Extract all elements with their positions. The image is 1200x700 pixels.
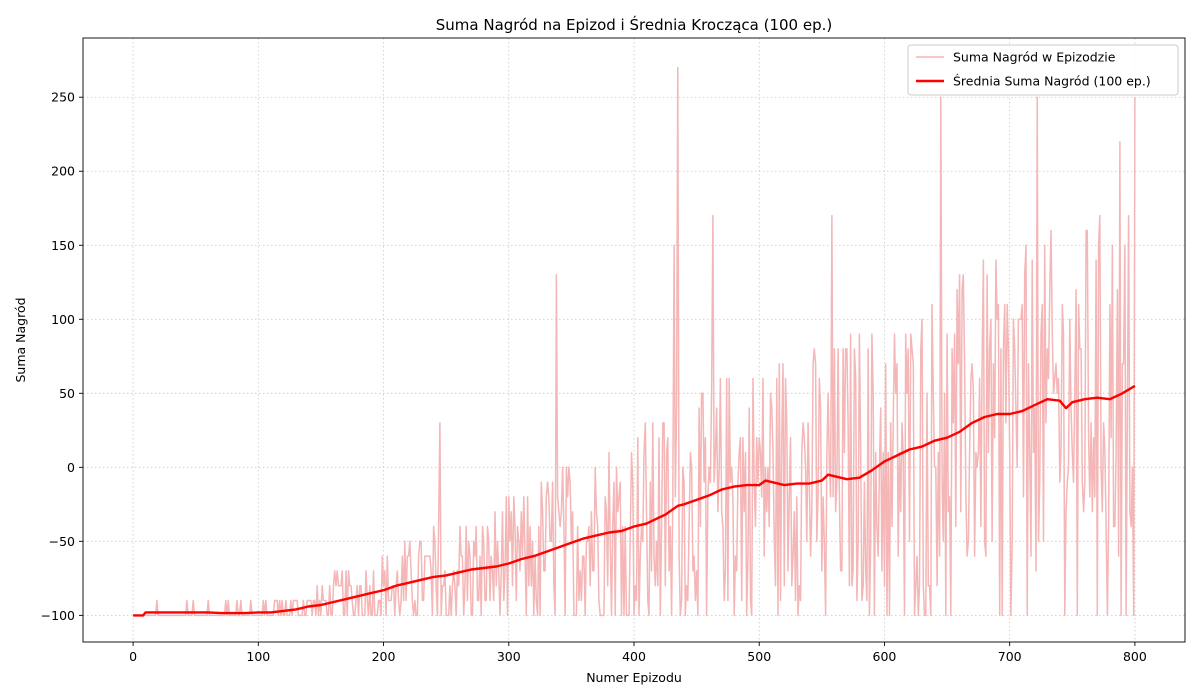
x-tick-label: 800 [1123, 649, 1147, 664]
x-tick-label: 300 [497, 649, 521, 664]
series-line-raw [134, 66, 1136, 617]
y-tick-label: 100 [51, 312, 75, 327]
series-line-mean [133, 384, 1136, 617]
legend-label-mean: Średnia Suma Nagród (100 ep.) [953, 74, 1151, 89]
y-tick-label: 150 [51, 238, 75, 253]
x-axis-title: Numer Epizodu [586, 670, 682, 685]
legend-label-raw: Suma Nagród w Epizodzie [953, 50, 1116, 65]
y-tick-label: 0 [67, 460, 75, 475]
x-tick-label: 700 [998, 649, 1022, 664]
y-tick-label: −50 [49, 534, 75, 549]
chart-title: Suma Nagród na Epizod i Średnia Krocząca… [436, 15, 832, 34]
x-tick-label: 0 [129, 649, 137, 664]
x-tick-label: 100 [246, 649, 270, 664]
x-tick-label: 600 [873, 649, 897, 664]
x-tick-label: 400 [622, 649, 646, 664]
series-mean [133, 384, 1136, 617]
y-tick-label: 250 [51, 90, 75, 105]
y-tick-label: −100 [41, 608, 75, 623]
x-tick-label: 500 [747, 649, 771, 664]
y-tick-label: 200 [51, 164, 75, 179]
x-tick-label: 200 [372, 649, 396, 664]
x-axis: 0 100 200 300 400 500 600 700 800 [129, 642, 1147, 664]
y-axis: −100 −50 0 50 100 150 200 250 [41, 90, 83, 623]
y-tick-label: 50 [59, 386, 75, 401]
y-axis-title: Suma Nagród [13, 297, 28, 382]
series-raw [134, 66, 1136, 617]
legend: Suma Nagród w Epizodzie Średnia Suma Nag… [907, 44, 1179, 96]
legend-box [907, 44, 1179, 96]
